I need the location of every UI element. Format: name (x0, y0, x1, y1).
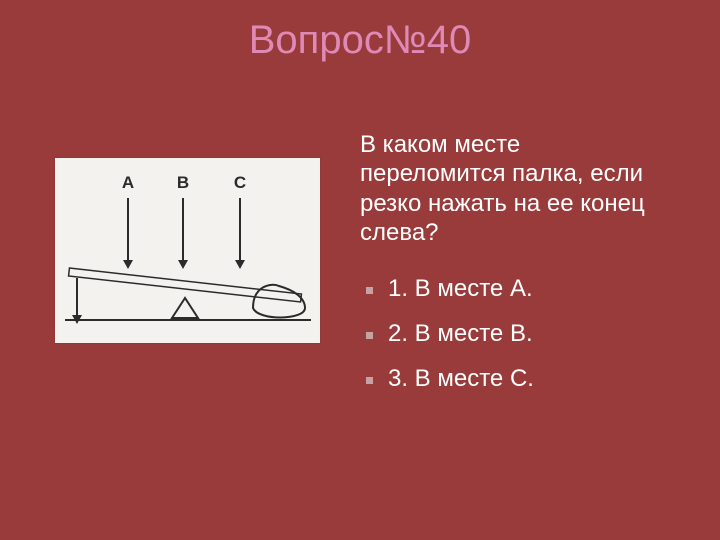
slide: Вопрос№40 ABC В каком месте п (0, 0, 720, 540)
content-row: A B C В каком месте переломится палка, есл… (0, 130, 720, 409)
answer-option: 2. В месте В. (366, 320, 670, 349)
answers-list: 1. В месте А. 2. В месте В. 3. В месте С… (360, 275, 670, 393)
slide-title: Вопрос№40 (0, 18, 720, 63)
svg-text:B: B (177, 173, 189, 192)
answer-option: 1. В месте А. (366, 275, 670, 304)
figure-column: A B C (0, 130, 330, 343)
svg-text:C: C (234, 173, 246, 192)
lever-diagram: A B C (55, 158, 320, 343)
answer-option: 3. В месте С. (366, 365, 670, 394)
svg-text:A: A (122, 173, 134, 192)
question-text: В каком месте переломится палка, если ре… (360, 130, 670, 247)
text-column: В каком месте переломится палка, если ре… (330, 130, 690, 409)
